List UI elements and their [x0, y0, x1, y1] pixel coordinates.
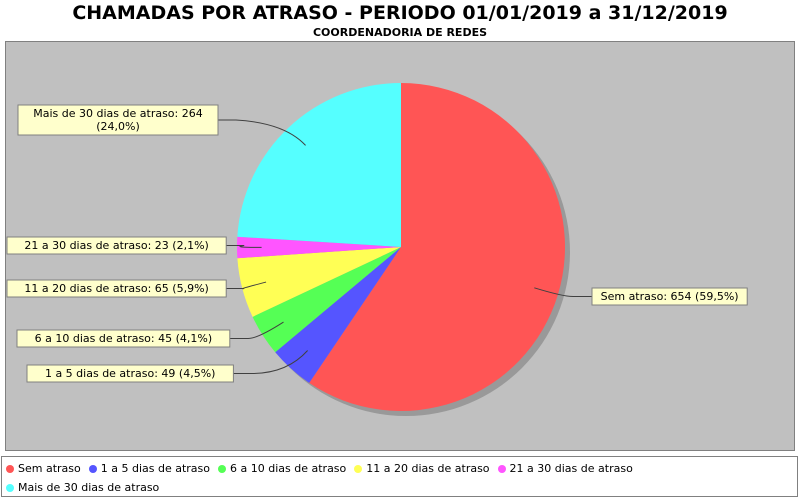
legend-label: Sem atraso — [18, 462, 81, 475]
legend-swatch-icon — [497, 464, 506, 473]
label-connector — [229, 321, 284, 340]
legend: Sem atraso 1 a 5 dias de atraso 6 a 10 dia… — [1, 456, 798, 497]
label-connector — [226, 281, 267, 290]
slice-label: Sem atraso: 654 (59,5%) — [601, 290, 739, 303]
slice-label-box — [591, 287, 748, 306]
label-connector — [226, 245, 262, 248]
pie-slice[interactable] — [236, 236, 401, 259]
slice-label-box — [6, 236, 227, 255]
pie-chart: Sem atraso: 654 (59,5%) 1 a 5 dias de atr… — [6, 83, 748, 416]
slice-label: 1 a 5 dias de atraso: 49 (4,5%) — [45, 367, 215, 380]
legend-item: Sem atraso — [6, 459, 81, 478]
plot-area: Sem atraso: 654 (59,5%) 1 a 5 dias de atr… — [5, 41, 795, 451]
legend-item: 1 a 5 dias de atraso — [88, 459, 211, 478]
legend-swatch-icon — [6, 464, 14, 473]
slice-label: (24,0%) — [96, 120, 140, 133]
legend-label: 1 a 5 dias de atraso — [100, 462, 211, 475]
chart-title: CHAMADAS POR ATRASO - PERIODO 01/01/2019… — [72, 2, 728, 24]
pie-slice[interactable] — [309, 83, 565, 411]
pie-slice[interactable] — [252, 247, 401, 353]
legend-item: Mais de 30 dias de atraso — [6, 478, 159, 497]
pie-slice[interactable] — [275, 247, 401, 383]
legend-swatch-icon — [88, 464, 97, 473]
pie-slice[interactable] — [237, 247, 401, 317]
label-connector — [534, 287, 592, 298]
legend-item: 11 a 20 dias de atraso — [354, 459, 490, 478]
legend-label: Mais de 30 dias de atraso — [18, 481, 160, 494]
legend-item: 6 a 10 dias de atraso — [218, 459, 346, 478]
legend-swatch-icon — [6, 483, 14, 492]
legend-swatch-icon — [218, 464, 227, 473]
slice-label-box — [17, 104, 219, 136]
slice-label-box — [16, 329, 231, 348]
legend-label: 11 a 20 dias de atraso — [366, 462, 490, 475]
pie-slice[interactable] — [237, 83, 401, 247]
slice-label: 21 a 30 dias de atraso: 23 (2,1%) — [24, 239, 208, 252]
slice-label: Mais de 30 dias de atraso: 264 — [33, 107, 203, 120]
legend-label: 21 a 30 dias de atraso — [509, 462, 633, 475]
slice-label: 11 a 20 dias de atraso: 65 (5,9%) — [24, 282, 208, 295]
chart-subtitle: COORDENADORIA DE REDES — [312, 26, 488, 39]
slice-label: 6 a 10 dias de atraso: 45 (4,1%) — [35, 332, 212, 345]
label-connector — [218, 119, 306, 146]
legend-swatch-icon — [354, 464, 363, 473]
slice-label-box — [26, 364, 234, 383]
legend-item: 21 a 30 dias de atraso — [497, 459, 633, 478]
legend-label: 6 a 10 dias de atraso — [230, 462, 347, 475]
label-connector — [233, 350, 308, 375]
slice-label-box — [6, 279, 227, 298]
